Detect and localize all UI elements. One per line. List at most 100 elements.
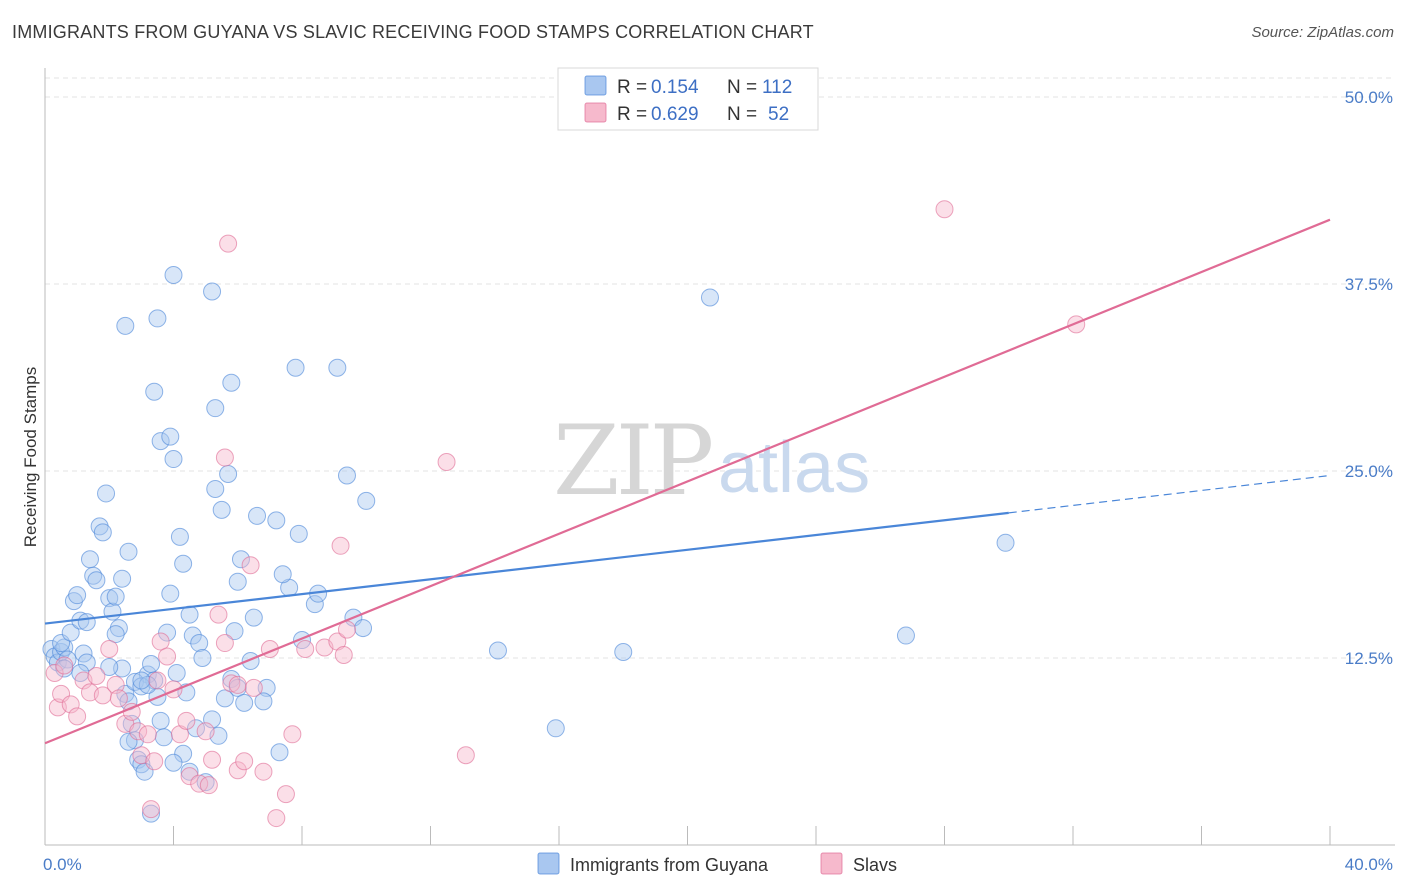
data-point-guyana [270, 743, 289, 762]
data-point-guyana [186, 719, 205, 738]
data-point-guyana [145, 382, 164, 401]
data-point-slavs [158, 647, 177, 666]
watermark-zip: ZIP [553, 405, 712, 517]
data-point-guyana [106, 625, 125, 644]
watermark-atlas: atlas [718, 428, 870, 508]
data-point-guyana [61, 623, 80, 642]
y-tick-label: 50.0% [1345, 88, 1393, 107]
data-point-slavs [331, 536, 350, 555]
data-point-guyana [106, 587, 125, 606]
data-point-guyana [174, 554, 193, 573]
data-point-slavs [456, 746, 475, 765]
data-point-guyana [203, 282, 222, 301]
trend-line-guyana [44, 511, 1009, 625]
data-point-guyana [100, 657, 119, 676]
data-point-guyana [196, 773, 215, 792]
data-point-guyana [700, 288, 719, 307]
data-point-slavs [129, 722, 148, 741]
data-point-slavs [87, 666, 106, 685]
data-point-guyana [614, 643, 633, 662]
data-point-guyana [203, 710, 222, 729]
legend-swatch-slavs [820, 852, 843, 875]
data-point-guyana [228, 572, 247, 591]
data-point-guyana [183, 626, 202, 645]
legend-n-value: 112 [762, 77, 792, 98]
data-point-slavs [145, 752, 164, 771]
data-point-slavs [935, 200, 954, 219]
y-axis-label: Receiving Food Stamps [21, 367, 40, 547]
data-point-guyana [219, 464, 238, 483]
data-point-guyana [80, 550, 99, 569]
series-slavs-points [45, 200, 1086, 828]
data-point-slavs [106, 675, 125, 694]
data-point-guyana [151, 711, 170, 730]
series-guyana-points [42, 266, 1015, 823]
data-point-guyana [77, 653, 96, 672]
legend-label-guyana: Immigrants from Guyana [570, 855, 769, 875]
data-point-guyana [161, 584, 180, 603]
data-point-guyana [267, 511, 286, 530]
legend-n-value: 52 [768, 104, 789, 125]
data-point-guyana [158, 623, 177, 642]
data-point-slavs [190, 774, 209, 793]
data-point-guyana [215, 689, 234, 708]
data-point-guyana [164, 266, 183, 285]
chart-title: IMMIGRANTS FROM GUYANA VS SLAVIC RECEIVI… [12, 22, 814, 42]
data-point-guyana [235, 693, 254, 712]
data-point-slavs [235, 752, 254, 771]
trend-line-guyana-extension [1008, 474, 1331, 514]
data-point-slavs [100, 640, 119, 659]
legend-swatch-guyana [537, 852, 560, 875]
data-point-guyana [161, 427, 180, 446]
data-point-slavs [55, 656, 74, 675]
data-point-guyana [97, 484, 116, 503]
data-point-guyana [170, 527, 189, 546]
data-point-guyana [151, 432, 170, 451]
data-point-slavs [142, 800, 161, 819]
legend-swatch-slavs [584, 102, 607, 123]
data-point-guyana [116, 316, 135, 335]
x-tick-labels: 0.0% 40.0% [43, 855, 1393, 874]
data-point-guyana [148, 309, 167, 328]
data-point-slavs [334, 646, 353, 665]
data-point-slavs [45, 663, 64, 682]
data-point-guyana [132, 671, 151, 690]
data-point-guyana [174, 744, 193, 763]
data-point-guyana [248, 506, 267, 525]
data-point-slavs [61, 695, 80, 714]
legend-r-label: R = [617, 77, 647, 98]
data-point-guyana [77, 613, 96, 632]
data-point-guyana [132, 677, 151, 696]
y-tick-label: 37.5% [1345, 275, 1393, 294]
data-point-slavs [228, 761, 247, 780]
data-point-slavs [1067, 315, 1086, 334]
legend-r-value: 0.629 [651, 104, 699, 125]
data-point-guyana [996, 533, 1015, 552]
data-point-slavs [196, 722, 215, 741]
data-point-slavs [138, 725, 157, 744]
data-point-slavs [109, 689, 128, 708]
data-point-guyana [64, 592, 83, 611]
data-point-guyana [328, 358, 347, 377]
data-point-slavs [151, 632, 170, 651]
data-point-guyana [154, 728, 173, 747]
data-point-slavs [296, 640, 315, 659]
data-point-slavs [199, 776, 218, 795]
data-point-slavs [219, 234, 238, 253]
data-point-slavs [215, 634, 234, 653]
data-point-guyana [206, 479, 225, 498]
data-point-guyana [488, 641, 507, 660]
data-point-guyana [222, 373, 241, 392]
data-point-slavs [228, 675, 247, 694]
data-point-guyana [180, 762, 199, 781]
data-point-slavs [148, 671, 167, 690]
y-tick-labels: 12.5% 25.0% 37.5% 50.0% [1345, 88, 1393, 668]
data-point-guyana [354, 619, 373, 638]
data-point-slavs [241, 556, 260, 575]
trend-line-slavs [44, 218, 1331, 745]
data-point-guyana [896, 626, 915, 645]
data-point-guyana [305, 595, 324, 614]
data-point-guyana [337, 466, 356, 485]
data-point-guyana [286, 358, 305, 377]
data-point-slavs [203, 750, 222, 769]
